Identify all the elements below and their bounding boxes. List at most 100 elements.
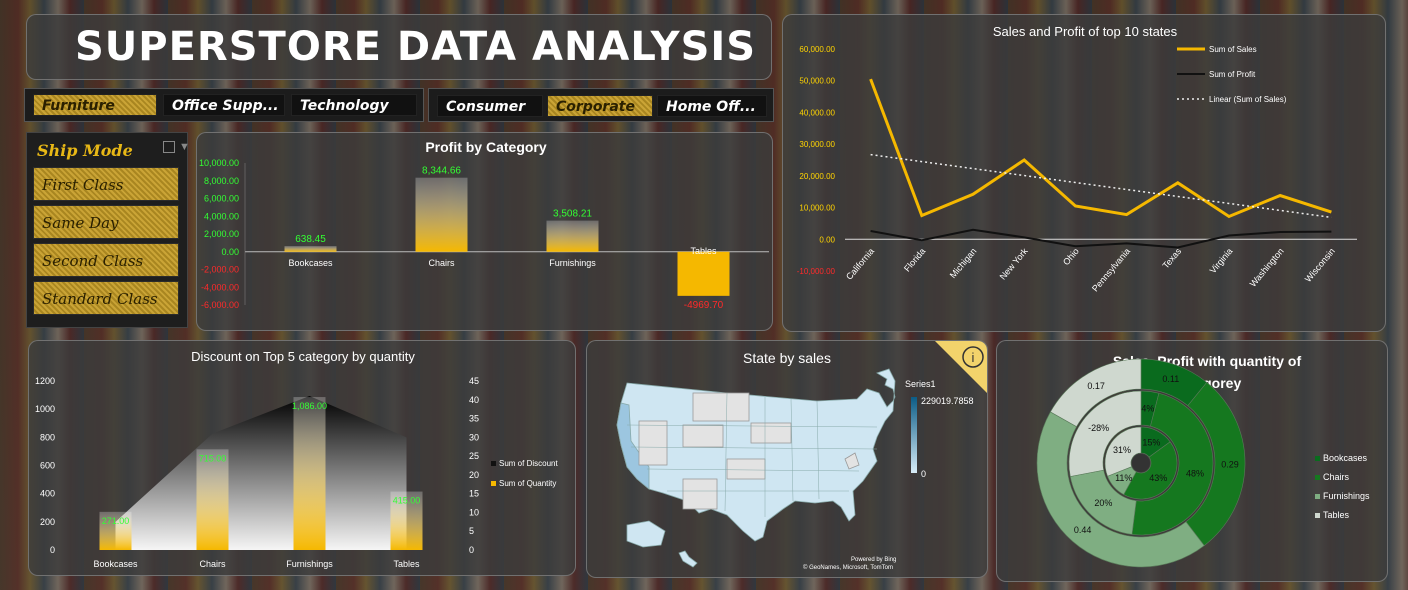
multi-select-icon[interactable] <box>163 141 175 153</box>
line-x-tick-pennsylvania: Pennsylvania <box>1090 246 1132 293</box>
profit-value-label: -4969.70 <box>684 300 724 311</box>
ship-mode-first-class-button[interactable]: First Class <box>33 167 179 201</box>
donut-legend-swatch <box>1315 513 1320 518</box>
profit-category-label: Chairs <box>428 258 455 268</box>
donut-slice-label: 0.44 <box>1074 525 1092 535</box>
line-x-tick-california: California <box>844 246 876 282</box>
line-y-tick: 10,000.00 <box>799 204 835 213</box>
discount-category-label: Bookcases <box>93 559 138 569</box>
donut-slice-label: 20% <box>1094 498 1112 508</box>
discount-right-tick: 20 <box>469 470 479 480</box>
discount-right-tick: 5 <box>469 526 474 536</box>
line-legend-label: Sum of Sales <box>1209 45 1257 54</box>
donut-middle-slice-tables <box>1068 390 1142 477</box>
donut-legend-swatch <box>1315 475 1320 480</box>
line-x-tick-florida: Florida <box>902 246 927 274</box>
line-series-sum-of-profit <box>870 228 1332 249</box>
profit-category-label: Tables <box>690 246 717 256</box>
donut-slice-label: 11% <box>1115 473 1132 483</box>
clear-filter-icon[interactable]: ▼ <box>179 141 190 153</box>
quantity-bar-tables <box>390 491 423 550</box>
state-south-dakota <box>750 422 792 444</box>
line-y-tick: 60,000.00 <box>799 45 835 54</box>
line-series-sum-of-sales <box>869 78 1332 219</box>
discount-right-tick: 35 <box>469 414 479 424</box>
state-california <box>616 402 650 490</box>
donut-legend-label-furnishings: Furnishings <box>1323 491 1370 501</box>
discount-left-tick: 800 <box>40 432 55 442</box>
line-legend-label: Linear (Sum of Sales) <box>1209 95 1287 104</box>
category-slicer: Furniture Office Supp... Technology <box>24 88 424 122</box>
page-title: SUPERSTORE DATA ANALYSIS <box>75 24 757 70</box>
discount-category-label: Tables <box>393 559 420 569</box>
segment-home-off-button[interactable]: Home Off... <box>657 95 767 117</box>
sales-profit-quantity-panel: Sales, Profit with quantity ofCategorey0… <box>996 340 1388 582</box>
line-x-tick-texas: Texas <box>1161 246 1184 271</box>
profit-y-tick: -4,000.00 <box>201 282 239 292</box>
discount-legend-label: Sum of Discount <box>499 459 558 468</box>
map-triangle-badge <box>935 341 987 393</box>
donut-legend-label-bookcases: Bookcases <box>1323 453 1368 463</box>
donut-inner-slice-tables <box>1104 426 1142 477</box>
donut-legend-swatch <box>1315 494 1320 499</box>
line-y-tick: 50,000.00 <box>799 77 835 86</box>
quantity-bar-furnishings <box>293 397 326 550</box>
profit-y-tick: 6,000.00 <box>204 194 239 204</box>
category-technology-button[interactable]: Technology <box>291 94 417 116</box>
donut-inner-slice-chairs <box>1123 441 1178 500</box>
profit-y-tick: 2,000.00 <box>204 229 239 239</box>
donut-legend-label-tables: Tables <box>1323 510 1350 520</box>
donut-slice-label: 0.11 <box>1162 374 1179 384</box>
line-y-tick: -10,000.00 <box>797 267 836 276</box>
category-office-supp-button[interactable]: Office Supp... <box>163 94 285 116</box>
quantity-value-label: 715.00 <box>199 453 227 463</box>
donut-outer-slice-furnishings <box>1036 411 1205 568</box>
donut-slice-label: 0.29 <box>1221 459 1239 469</box>
us-map[interactable]: i <box>587 341 988 578</box>
discount-left-tick: 600 <box>40 461 55 471</box>
ship-mode-same-day-button[interactable]: Same Day <box>33 205 179 239</box>
segment-consumer-button[interactable]: Consumer <box>437 95 543 117</box>
donut-slice-label: 43% <box>1149 473 1167 483</box>
profit-y-tick: 0.00 <box>221 247 239 257</box>
ship-mode-title: Ship Mode <box>37 141 133 160</box>
discount-area-series <box>115 396 407 550</box>
state-kansas <box>726 458 766 480</box>
category-furniture-button[interactable]: Furniture <box>33 94 157 116</box>
line-x-tick-wisconsin: Wisconsin <box>1303 246 1337 284</box>
sales-profit-donut-chart: Sales, Profit with quantity ofCategorey0… <box>1036 353 1370 568</box>
ship-mode-second-class-button[interactable]: Second Class <box>33 243 179 277</box>
title-panel: SUPERSTORE DATA ANALYSIS <box>26 14 772 80</box>
state-nevada <box>638 420 668 466</box>
quantity-bar-chairs <box>196 449 229 550</box>
profit-y-tick: 4,000.00 <box>204 211 239 221</box>
discount-left-tick: 400 <box>40 489 55 499</box>
profit-value-label: 638.45 <box>295 234 326 245</box>
line-y-tick: 0.00 <box>819 235 835 244</box>
donut-legend-label-chairs: Chairs <box>1323 472 1350 482</box>
quantity-bar-bookcases <box>99 511 132 550</box>
line-y-tick: 40,000.00 <box>799 108 835 117</box>
discount-left-tick: 200 <box>40 517 55 527</box>
quantity-legend-label: Sum of Quantity <box>499 479 556 488</box>
discount-right-tick: 40 <box>469 395 479 405</box>
donut-middle-slice-chairs <box>1131 392 1214 536</box>
state-wyoming <box>682 424 724 448</box>
discount-category-label: Furnishings <box>286 559 333 569</box>
discount-right-tick: 30 <box>469 432 479 442</box>
quantity-legend-swatch <box>491 481 496 486</box>
segment-slicer: Consumer Corporate Home Off... <box>428 88 774 122</box>
discount-chart-title: Discount on Top 5 category by quantity <box>191 349 415 364</box>
donut-slice-label: 4% <box>1141 403 1154 413</box>
sales-profit-line-chart: Sales and Profit of top 10 states 60,000.… <box>797 24 1357 294</box>
line-x-tick-ohio: Ohio <box>1061 246 1081 267</box>
ship-mode-standard-class-button[interactable]: Standard Class <box>33 281 179 315</box>
segment-corporate-button[interactable]: Corporate <box>547 95 653 117</box>
discount-right-tick: 45 <box>469 376 479 386</box>
line-x-tick-virginia: Virginia <box>1208 246 1235 275</box>
profit-by-category-panel: Profit by Category 10,000.00 8,000.00 6,000… <box>196 132 773 331</box>
discount-right-tick: 15 <box>469 489 479 499</box>
profit-bar-tables <box>677 251 730 296</box>
map-legend-max: 229019.7858 <box>921 396 974 406</box>
ship-mode-slicer: Ship Mode ▼ First Class Same Day Second Cl… <box>26 132 190 328</box>
